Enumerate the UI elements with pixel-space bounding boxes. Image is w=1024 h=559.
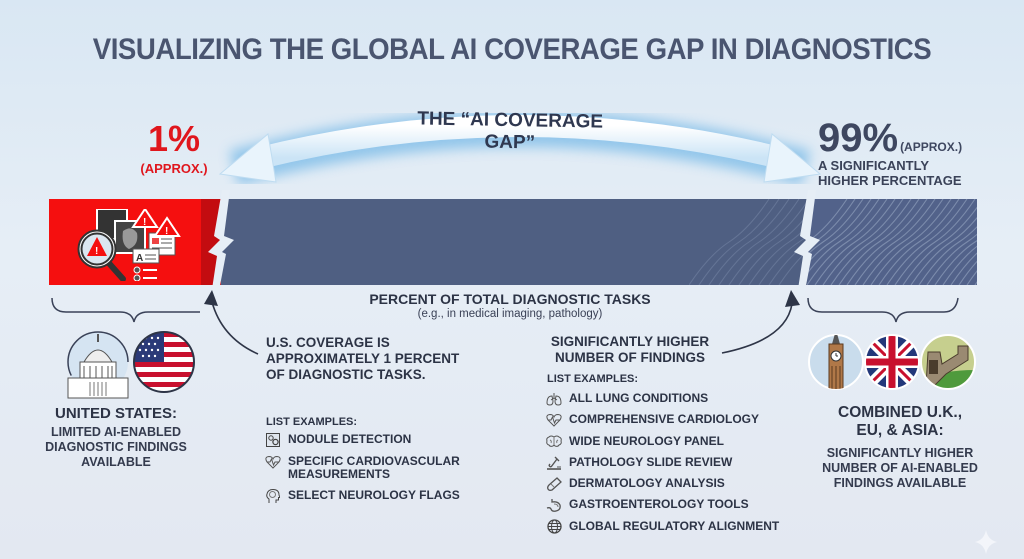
connectors (51, 290, 959, 355)
svg-text:A: A (136, 253, 143, 264)
brain-icon (546, 435, 562, 449)
brain-head-icon (265, 488, 281, 503)
stomach-icon (546, 498, 562, 513)
us-flag-icon (133, 331, 195, 393)
microscope-icon (546, 456, 562, 470)
others-description-line: SIGNIFICANTLY HIGHER (826, 446, 974, 460)
list-item-label-line: SPECIFIC CARDIOVASCULAR (288, 454, 460, 468)
others-title: COMBINED U.K., EU, & ASIA: (800, 404, 1000, 440)
gap-arrow-label: THE “AI COVERAGE GAP” (417, 108, 604, 154)
list-item-label: ALL LUNG CONDITIONS (569, 391, 709, 405)
us-description: LIMITED AI-ENABLED DIAGNOSTIC FINDINGS A… (16, 425, 216, 470)
list-item: COMPREHENSIVE CARDIOLOGY (546, 412, 806, 428)
coverage-bar: ! ! A ! (49, 199, 977, 285)
svg-text:!: ! (165, 226, 168, 237)
us-bar-segment: ! ! A ! (49, 199, 201, 285)
others-percentage-note: (APPROX.) (900, 140, 963, 154)
others-percentage-line1: A SIGNIFICANTLY (818, 158, 929, 173)
axis-subtitle: (e.g., in medical imaging, pathology) (417, 308, 603, 320)
others-icons (808, 334, 976, 390)
others-percentage-value: 99% (818, 116, 899, 160)
list-item-label: GASTROENTEROLOGY TOOLS (569, 497, 749, 512)
list-item-label: NODULE DETECTION (288, 432, 412, 446)
us-example-list: NODULE DETECTION SPECIFIC CARDIOVASCULAR… (265, 433, 505, 511)
list-item-label: DERMATOLOGY ANALYSIS (569, 476, 725, 491)
list-item-label: SELECT NEUROLOGY FLAGS (288, 488, 460, 502)
others-title-line: EU, & ASIA: (856, 422, 944, 439)
us-description-line: AVAILABLE (81, 455, 151, 469)
big-ben-icon (808, 334, 864, 390)
us-title: UNITED STATES: (55, 405, 177, 422)
us-description-line: LIMITED AI-ENABLED (50, 425, 182, 439)
list-item: GLOBAL REGULATORY ALIGNMENT (546, 518, 806, 534)
list-item: GASTROENTEROLOGY TOOLS (546, 497, 806, 513)
list-item-label: SPECIFIC CARDIOVASCULAR MEASUREMENTS (288, 455, 460, 481)
list-item: SELECT NEUROLOGY FLAGS (265, 488, 505, 503)
nodule-icon (265, 433, 281, 447)
left-break-mark-icon (208, 190, 234, 296)
us-description-line: DIAGNOSTIC FINDINGS (45, 440, 187, 454)
us-coverage-line: U.S. COVERAGE IS (266, 335, 390, 350)
globe-icon (546, 519, 562, 534)
sparkle-icon (975, 530, 997, 554)
others-description: SIGNIFICANTLY HIGHER NUMBER OF AI-ENABLE… (800, 446, 1000, 491)
uk-flag-icon (864, 334, 920, 390)
axis-title: PERCENT OF TOTAL DIAGNOSTIC TASKS (369, 291, 651, 307)
list-item: PATHOLOGY SLIDE REVIEW (546, 454, 806, 470)
list-item-label: COMPREHENSIVE CARDIOLOGY (569, 412, 760, 427)
list-item: WIDE NEUROLOGY PANEL (546, 433, 806, 449)
capitol-icon (67, 331, 129, 399)
others-list-heading: LIST EXAMPLES: (547, 373, 639, 385)
right-break-mark-icon (794, 190, 820, 296)
gap-arrow (218, 111, 822, 186)
heading-line: SIGNIFICANTLY HIGHER (550, 334, 710, 349)
us-icons (67, 331, 195, 399)
us-percentage-value: 1% (147, 118, 201, 159)
lungs-icon (546, 392, 562, 406)
us-brace (51, 297, 200, 323)
us-coverage-line: OF DIAGNOSTIC TASKS. (266, 367, 426, 382)
others-example-list: ALL LUNG CONDITIONS COMPREHENSIVE CARDIO… (546, 392, 806, 541)
others-findings-heading: SIGNIFICANTLY HIGHER NUMBER OF FINDINGS (550, 334, 710, 366)
bar-wave-pattern (689, 199, 807, 285)
list-item: DERMATOLOGY ANALYSIS (546, 476, 806, 492)
medical-alert-illustration-icon: ! ! A ! (77, 209, 181, 281)
svg-text:!: ! (95, 246, 98, 257)
page-title: VISUALIZING THE GLOBAL AI COVERAGE GAP I… (92, 33, 932, 66)
svg-text:!: ! (143, 217, 146, 228)
great-wall-icon (920, 334, 976, 390)
others-description-line: FINDINGS AVAILABLE (833, 476, 967, 490)
list-item-label: GLOBAL REGULATORY ALIGNMENT (569, 518, 780, 533)
us-percentage: 1% (APPROX.) (120, 118, 228, 177)
list-item: NODULE DETECTION (265, 433, 505, 447)
others-percentage-line2: HIGHER PERCENTAGE (818, 173, 962, 188)
heart-pulse-icon (546, 413, 562, 428)
others-title-line: COMBINED U.K., (838, 404, 962, 421)
list-item-label-line: MEASUREMENTS (288, 467, 391, 481)
others-description-line: NUMBER OF AI-ENABLED (822, 461, 978, 475)
us-coverage-text: U.S. COVERAGE IS APPROXIMATELY 1 PERCENT… (266, 335, 496, 383)
others-bar-segment-pattern (807, 199, 977, 285)
list-item: ALL LUNG CONDITIONS (546, 392, 806, 406)
list-item-label: PATHOLOGY SLIDE REVIEW (569, 454, 733, 469)
heart-pulse-icon (265, 455, 281, 469)
axis-label: PERCENT OF TOTAL DIAGNOSTIC TASKS (e.g.,… (290, 291, 730, 320)
us-percentage-note: (APPROX.) (140, 161, 208, 176)
others-percentage: 99% (APPROX.) A SIGNIFICANTLY HIGHER PERC… (818, 118, 1018, 188)
us-list-heading: LIST EXAMPLES: (266, 416, 358, 428)
others-brace (807, 297, 959, 323)
list-item: SPECIFIC CARDIOVASCULAR MEASUREMENTS (265, 455, 505, 481)
us-coverage-line: APPROXIMATELY 1 PERCENT (266, 351, 460, 366)
heading-line: NUMBER OF FINDINGS (555, 350, 705, 365)
test-tube-icon (546, 477, 562, 492)
list-item-label: WIDE NEUROLOGY PANEL (569, 433, 724, 448)
